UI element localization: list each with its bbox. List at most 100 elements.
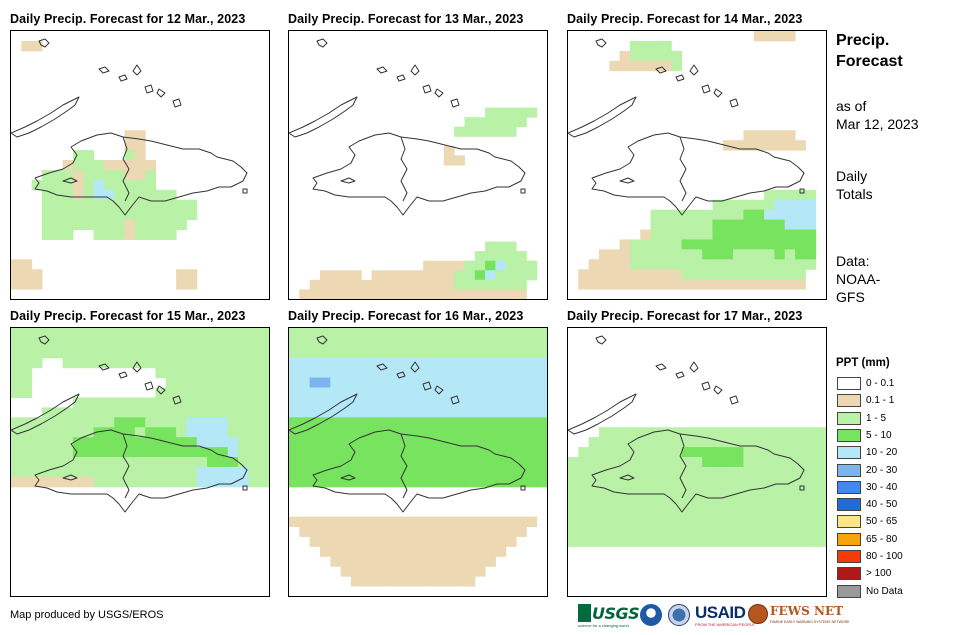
coastline-hispaniola [591, 132, 805, 216]
precip-cell [392, 377, 404, 389]
precip-cell [733, 506, 744, 518]
precip-cell [443, 155, 455, 166]
precip-cell [505, 457, 517, 468]
precip-cell [402, 407, 414, 418]
precip-cell [464, 417, 476, 428]
precip-cell [795, 209, 806, 221]
precip-cell [712, 229, 724, 240]
precip-cell [371, 536, 383, 547]
precip-cell [186, 457, 198, 468]
precip-cell [371, 466, 383, 478]
precip-map-1 [11, 38, 248, 290]
precip-cell [464, 270, 476, 281]
precip-cell [114, 447, 126, 458]
precip-cell [258, 397, 269, 408]
precip-cell [629, 249, 641, 260]
precip-cell [495, 536, 507, 547]
precip-cell [381, 437, 393, 448]
precip-cell [62, 417, 74, 428]
precip-cell [485, 516, 496, 528]
precip-cell [815, 516, 826, 528]
precip-cell [371, 328, 383, 339]
precip-cell [309, 347, 321, 359]
precip-cell [495, 328, 507, 339]
precip-cell [629, 526, 641, 537]
precip-cell [774, 526, 786, 537]
precip-cell [350, 367, 362, 379]
precip-cell [433, 437, 445, 448]
precip-cell [361, 516, 373, 528]
precip-cell [41, 328, 53, 339]
precip-cell [505, 387, 517, 398]
coastline-islet [520, 485, 526, 491]
precip-cell [319, 387, 331, 398]
precip-cell [186, 437, 198, 448]
precip-cell [433, 476, 445, 488]
precip-cell [774, 199, 786, 211]
coastline-islet [434, 88, 444, 98]
precip-cell [412, 347, 424, 359]
precip-cell [609, 249, 621, 260]
precip-cell [114, 160, 126, 171]
precip-cell [248, 387, 260, 398]
coastline-islet [118, 74, 128, 82]
precip-cell [41, 209, 53, 221]
legend-swatch [837, 377, 861, 390]
precip-cell [402, 437, 414, 448]
precip-cell [795, 427, 806, 438]
precip-cell [21, 447, 33, 458]
precip-cell [186, 397, 198, 408]
precip-cell [62, 457, 74, 468]
precip-cell [134, 130, 146, 141]
precip-cell [93, 219, 105, 231]
precip-cell [764, 536, 775, 547]
precip-cell [124, 407, 136, 418]
precip-cell [474, 476, 486, 488]
precip-cell [114, 466, 126, 478]
precip-cell [248, 427, 260, 438]
precip-cell [609, 279, 621, 290]
precip-cell [176, 279, 187, 290]
precip-cell [412, 270, 424, 281]
precip-cell [660, 229, 672, 240]
precip-cell [207, 387, 218, 398]
precip-cell [526, 427, 538, 438]
precip-cell [145, 357, 156, 369]
precip-cell [309, 457, 321, 468]
precip-cell [516, 437, 527, 448]
precip-cell [516, 476, 527, 488]
precip-cell [722, 536, 734, 547]
precip-cell [629, 279, 641, 290]
precip-cell [454, 516, 465, 528]
precip-cell [712, 506, 724, 518]
precip-cell [134, 229, 146, 240]
precip-cell [41, 457, 53, 468]
precip-cell [691, 496, 703, 508]
precip-cell [660, 536, 672, 547]
precip-cell [176, 367, 187, 379]
precip-cell [516, 387, 527, 398]
precip-cell [629, 259, 641, 270]
precip-cell [289, 328, 300, 339]
precip-cell [495, 260, 507, 271]
precip-cell [52, 476, 64, 488]
precip-cell [722, 239, 734, 250]
precip-cell [660, 486, 672, 498]
precip-cell [412, 437, 424, 448]
map-panel-2 [288, 30, 548, 300]
precip-cell [650, 506, 662, 518]
precip-cell [330, 407, 342, 418]
precip-cell [474, 397, 486, 408]
precip-cell [691, 269, 703, 280]
precip-cell [454, 260, 465, 271]
precip-cell [733, 476, 744, 488]
precip-cell [774, 427, 786, 438]
precip-cell [733, 427, 744, 438]
precip-cell [217, 337, 229, 349]
precip-cell [516, 417, 527, 428]
precip-cell [155, 397, 167, 408]
precip-cell [289, 397, 300, 408]
precip-cell [753, 209, 765, 221]
precip-cell [330, 270, 342, 281]
precip-cell [650, 437, 662, 448]
